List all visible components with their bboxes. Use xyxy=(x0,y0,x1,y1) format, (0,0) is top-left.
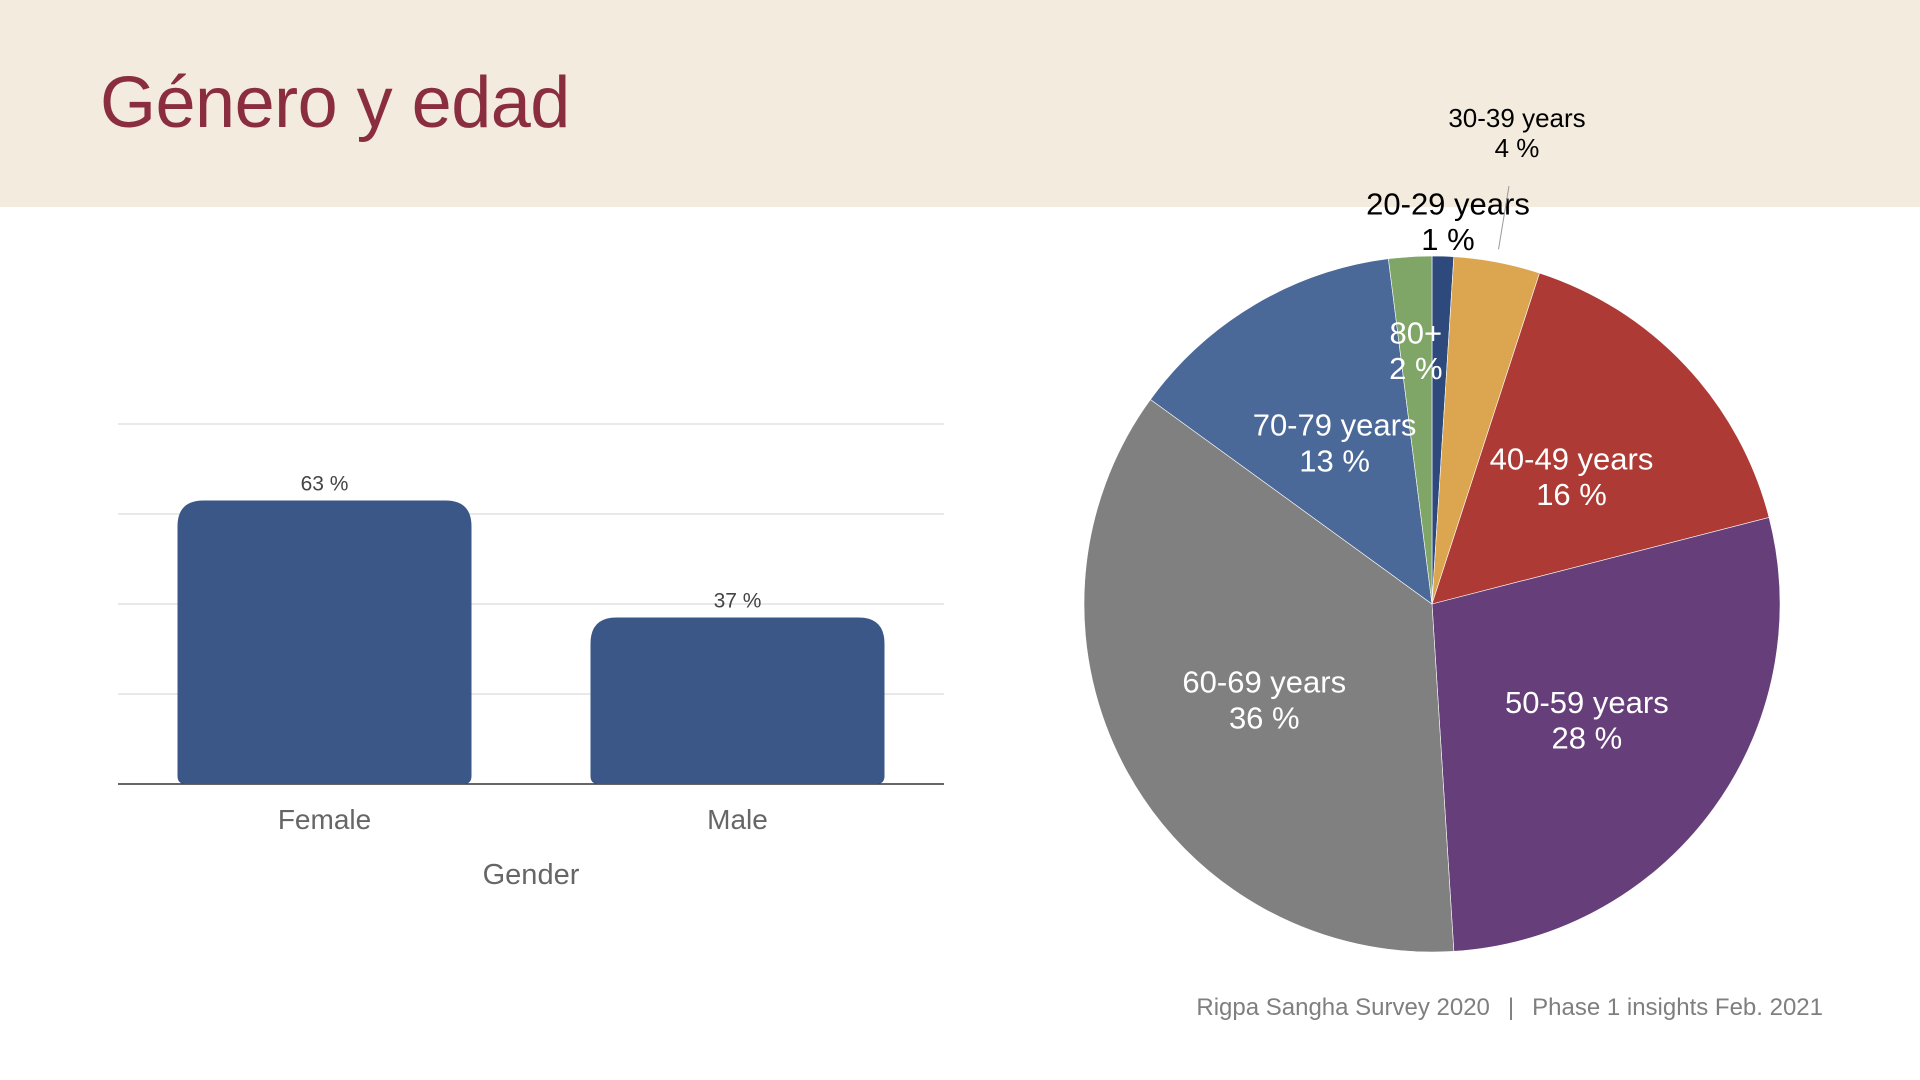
pie-slice-value: 4 % xyxy=(1495,133,1540,163)
pie-slice-label: 50-59 years xyxy=(1505,685,1669,720)
bar-female xyxy=(177,500,472,784)
footer-separator: | xyxy=(1507,994,1515,1021)
x-axis-title: Gender xyxy=(483,859,580,891)
pie-slice-50-59-years xyxy=(1431,517,1781,952)
x-tick-label: Male xyxy=(707,804,768,835)
footer: Rigpa Sangha Survey 2020 | Phase 1 insight… xyxy=(1196,994,1823,1022)
header-band xyxy=(0,0,1920,207)
x-tick-label: Female xyxy=(278,804,371,835)
footer-phase-note: Phase 1 insights Feb. 2021 xyxy=(1532,994,1823,1021)
slide-title: Género y edad xyxy=(100,63,570,143)
pie-slice-label: 70-79 years xyxy=(1253,408,1417,443)
pie-slice-value: 13 % xyxy=(1299,443,1370,478)
pie-slice-value: 28 % xyxy=(1552,721,1623,756)
pie-slice-label: 60-69 years xyxy=(1182,665,1346,700)
footer-survey-name: Rigpa Sangha Survey 2020 xyxy=(1196,994,1490,1021)
pie-slice-40-49-years xyxy=(1431,272,1770,605)
pie-slice-value: 1 % xyxy=(1421,222,1474,257)
pie-slice-label: 80+ xyxy=(1390,315,1443,350)
bar-male xyxy=(590,617,885,784)
pie-slice-70-79-years xyxy=(1150,258,1433,605)
pie-slice-80 xyxy=(1388,255,1433,605)
pie-slice-label: 30-39 years xyxy=(1448,103,1585,133)
pie-slice-60-69-years xyxy=(1083,399,1455,953)
pie-slice-label: 20-29 years xyxy=(1366,186,1530,221)
pie-slice-value: 2 % xyxy=(1389,351,1442,386)
pie-label-group: 80+2 % xyxy=(1389,315,1442,386)
gender-bar-chart: 63 % Female 37 % Male Gender xyxy=(118,423,944,891)
leader-line xyxy=(1498,185,1510,250)
bar-data-label: 37 % xyxy=(714,590,762,613)
pie-slice-value: 16 % xyxy=(1536,477,1607,512)
bar-data-label: 63 % xyxy=(301,473,349,496)
pie-slice-value: 36 % xyxy=(1229,700,1300,735)
pie-slice-label: 40-49 years xyxy=(1490,441,1654,476)
